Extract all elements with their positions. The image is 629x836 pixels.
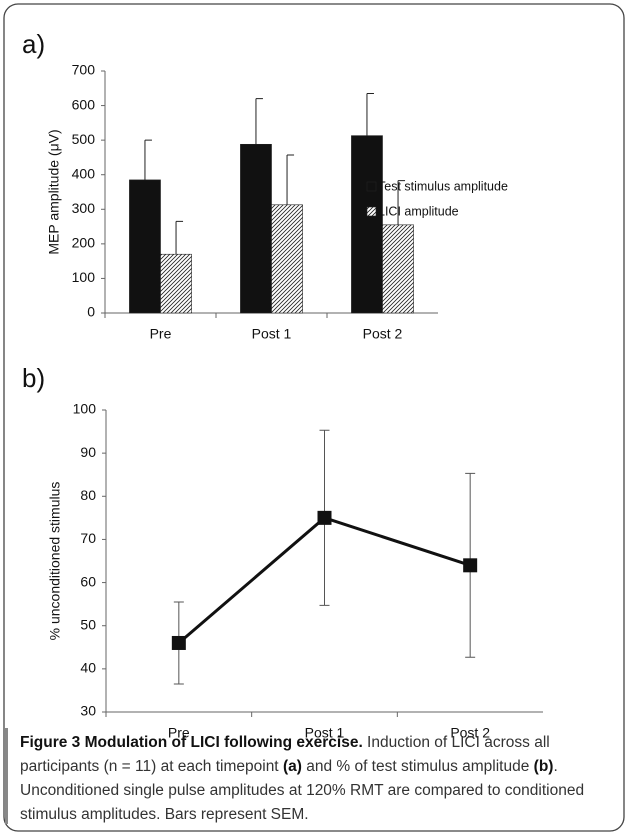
y-tick-label: 200 — [72, 235, 96, 251]
caption: Figure 3 Modulation of LICI following ex… — [20, 731, 615, 827]
y-tick-label: 30 — [80, 703, 96, 719]
y-tick-label: 500 — [72, 131, 96, 147]
y-tick-label: 60 — [80, 573, 96, 589]
error-bar — [397, 180, 406, 225]
caption-label: (a) — [282, 758, 302, 775]
y-tick-label: 90 — [80, 444, 96, 460]
caption-text: and % of test stimulus amplitude — [301, 758, 534, 775]
panel-label: a) — [22, 29, 45, 59]
error-bar — [255, 98, 263, 145]
y-tick-label: 50 — [80, 616, 96, 632]
caption-text: . Unconditioned single pulse amplitudes … — [20, 758, 585, 823]
caption-label: (b) — [533, 758, 554, 775]
bar — [271, 204, 303, 314]
legend-label: LICI amplitude — [378, 204, 459, 218]
x-tick-label: Post 1 — [252, 326, 292, 342]
x-tick-label: Post 2 — [450, 725, 490, 741]
caption-bar — [5, 728, 8, 824]
bar — [240, 143, 272, 314]
y-tick-label: 70 — [80, 530, 96, 546]
x-tick-label: Pre — [150, 326, 172, 342]
y-tick-label: 400 — [72, 165, 96, 181]
legend-swatch — [366, 206, 377, 217]
marker — [171, 635, 186, 650]
y-tick-label: 100 — [73, 401, 97, 417]
bar — [382, 224, 414, 314]
y-tick-label: 600 — [72, 96, 96, 112]
frame — [3, 3, 625, 832]
legend-label: Test stimulus amplitude — [378, 179, 508, 193]
error-bar — [286, 154, 295, 205]
y-tick-label: 0 — [87, 304, 95, 320]
caption-text: Induction of LICI across all participant… — [20, 734, 550, 775]
y-axis-label: % unconditioned stimulus — [47, 482, 63, 641]
y-tick-label: 700 — [72, 62, 96, 78]
error-bar — [144, 139, 152, 180]
bar — [160, 253, 192, 314]
x-tick-label: Post 1 — [305, 725, 345, 741]
marker — [463, 558, 478, 573]
marker — [317, 510, 332, 525]
y-tick-label: 300 — [72, 200, 96, 216]
error-bar — [175, 220, 184, 255]
panel-label: b) — [22, 363, 45, 393]
y-tick-label: 80 — [80, 487, 96, 503]
caption-title: Figure 3 Modulation of LICI following ex… — [20, 734, 363, 751]
x-tick-label: Pre — [168, 725, 190, 741]
y-axis-label: MEP amplitude (μV) — [46, 129, 62, 254]
error-bar — [366, 92, 374, 136]
y-tick-label: 40 — [80, 660, 96, 676]
y-tick-label: 100 — [72, 269, 96, 285]
legend-swatch — [366, 181, 377, 192]
x-tick-label: Post 2 — [363, 326, 403, 342]
bar — [129, 179, 161, 314]
bar — [351, 135, 383, 314]
